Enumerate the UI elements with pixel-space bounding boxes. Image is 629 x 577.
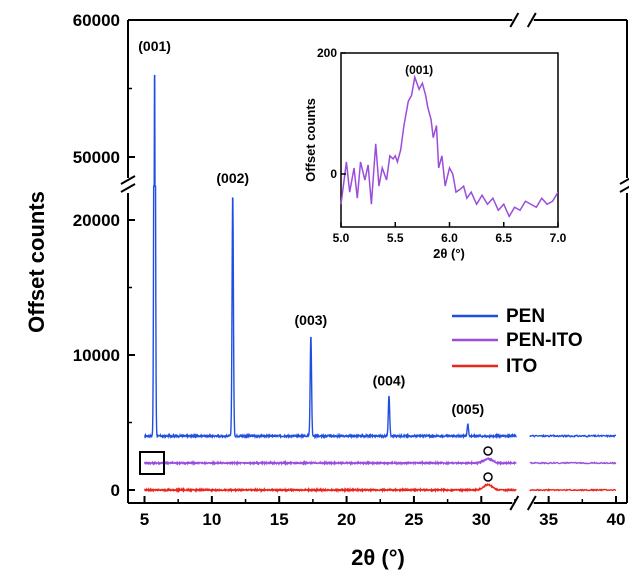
- inset-series-group: [340, 74, 558, 218]
- x-tick-label: 10: [202, 510, 221, 529]
- peak-label: (001): [138, 38, 171, 54]
- legend-label-pen: PEN: [506, 306, 545, 327]
- series-line-pen-ito-b: [529, 461, 617, 465]
- peak-label: (002): [216, 170, 249, 186]
- ito-circle-marker: [483, 472, 493, 482]
- series-line-ito-a: [143, 482, 517, 494]
- inset-x-tick-label: 7.0: [550, 231, 567, 245]
- x-break-mark-1-a: [509, 12, 520, 28]
- y-break-mark-0-b: [120, 183, 136, 193]
- x-break-mark-1-b: [526, 12, 537, 28]
- peak-label: (005): [451, 401, 484, 417]
- x-tick-label: 35: [539, 510, 558, 529]
- x-tick-label: 5: [140, 510, 149, 529]
- y-tick-label: 60000: [73, 11, 120, 30]
- peak-label: (004): [373, 373, 406, 389]
- series-line-pen-b: [529, 433, 617, 439]
- inset-y-tick-label: 200: [317, 46, 337, 60]
- y-tick-label: 20000: [73, 211, 120, 230]
- zoom-box: [139, 451, 165, 475]
- series-line-ito-b: [529, 488, 617, 492]
- x-break-mark-0-b: [526, 495, 537, 511]
- y-break-mark-0-a: [120, 175, 136, 185]
- x-tick-label: 20: [337, 510, 356, 529]
- inset-y-axis-title: Offset counts: [303, 98, 318, 182]
- y-axis-title: Offset counts: [24, 191, 49, 333]
- x-tick-label: 15: [270, 510, 289, 529]
- legend-label-ito: ITO: [506, 356, 537, 377]
- x-tick-label: 30: [472, 510, 491, 529]
- y-break-mark-1-b: [619, 185, 629, 193]
- series-line-pen-ito-a: [143, 456, 517, 467]
- inset-peak-label: (001): [405, 63, 433, 77]
- y-tick-label: 50000: [73, 148, 120, 167]
- inset-x-tick-label: 5.5: [387, 231, 404, 245]
- inset-frame: [340, 52, 559, 228]
- peak-label: (003): [295, 312, 328, 328]
- series-line-pen-a: [144, 74, 517, 440]
- y-tick-label: 10000: [73, 346, 120, 365]
- y-break-mark-1-a: [619, 177, 629, 185]
- inset-y-tick-label: 0: [330, 167, 337, 181]
- inset-x-axis-title: 2θ (°): [433, 246, 465, 261]
- series-group: [143, 74, 617, 494]
- inset-x-tick-label: 5.0: [333, 231, 350, 245]
- x-tick-label: 40: [607, 510, 626, 529]
- inset-series-line: [340, 74, 558, 218]
- pen-ito-circle-marker: [483, 446, 493, 456]
- legend-label-pen-ito: PEN-ITO: [506, 330, 583, 351]
- y-tick-label: 0: [111, 481, 120, 500]
- inset-x-tick-label: 6.5: [495, 231, 512, 245]
- x-break-gap: [517, 22, 529, 501]
- x-axis-title: 2θ (°): [351, 545, 405, 570]
- x-tick-label: 25: [404, 510, 423, 529]
- inset-x-tick-label: 6.0: [441, 231, 458, 245]
